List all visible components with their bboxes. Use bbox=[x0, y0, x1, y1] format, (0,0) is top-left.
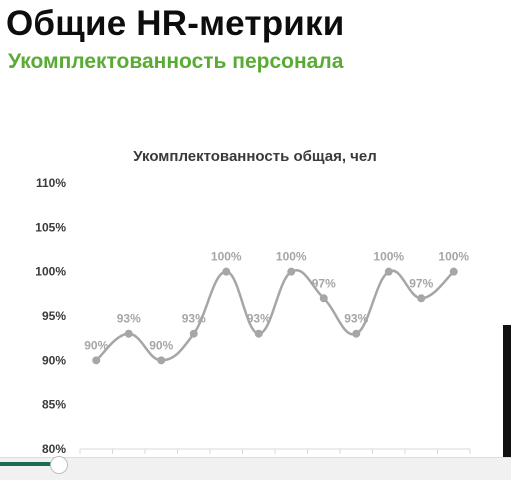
data-label: 97% bbox=[409, 276, 433, 290]
y-tick-label: 110% bbox=[36, 176, 66, 190]
y-tick-label: 95% bbox=[42, 309, 66, 323]
data-label: 90% bbox=[149, 338, 173, 352]
data-point bbox=[189, 329, 198, 338]
data-point bbox=[222, 267, 231, 276]
y-tick-label: 85% bbox=[42, 398, 66, 412]
data-point bbox=[449, 267, 458, 276]
data-point bbox=[254, 329, 263, 338]
data-label: 100% bbox=[438, 250, 469, 264]
y-tick-label: 90% bbox=[42, 353, 66, 367]
page-title: Общие HR-метрики bbox=[6, 4, 345, 43]
y-tick-label: 80% bbox=[42, 442, 66, 456]
data-point bbox=[384, 267, 393, 276]
data-label: 97% bbox=[312, 276, 336, 290]
progress-knob[interactable] bbox=[50, 456, 68, 474]
data-label: 93% bbox=[247, 312, 271, 326]
y-axis: 80% 85% 90% 95% 100% 105% 110% bbox=[35, 176, 66, 456]
data-label: 93% bbox=[182, 312, 206, 326]
bottom-progress-bar bbox=[0, 456, 511, 480]
data-point bbox=[124, 329, 133, 338]
data-label: 100% bbox=[276, 250, 307, 264]
progress-track bbox=[0, 456, 68, 474]
data-label: 90% bbox=[84, 338, 108, 352]
data-point bbox=[157, 356, 166, 365]
series-group bbox=[92, 267, 458, 365]
window-edge bbox=[503, 325, 511, 480]
data-point bbox=[287, 267, 296, 276]
data-label: 93% bbox=[117, 312, 141, 326]
chart-title: Укомплектованность общая, чел bbox=[133, 148, 377, 165]
data-label-group: 90% 93% 90% 93% 100% 93% 100% 97% 93% 100% 97% 100% bbox=[84, 250, 469, 353]
page-subtitle: Укомплектованность персонала bbox=[8, 50, 344, 73]
y-tick-label: 100% bbox=[35, 265, 66, 279]
data-label: 93% bbox=[344, 312, 368, 326]
data-label: 100% bbox=[373, 250, 404, 264]
data-point bbox=[319, 294, 328, 303]
data-point bbox=[417, 294, 426, 303]
data-point bbox=[352, 329, 361, 338]
y-tick-label: 105% bbox=[35, 220, 66, 234]
data-label: 100% bbox=[211, 250, 242, 264]
data-point bbox=[92, 356, 101, 365]
